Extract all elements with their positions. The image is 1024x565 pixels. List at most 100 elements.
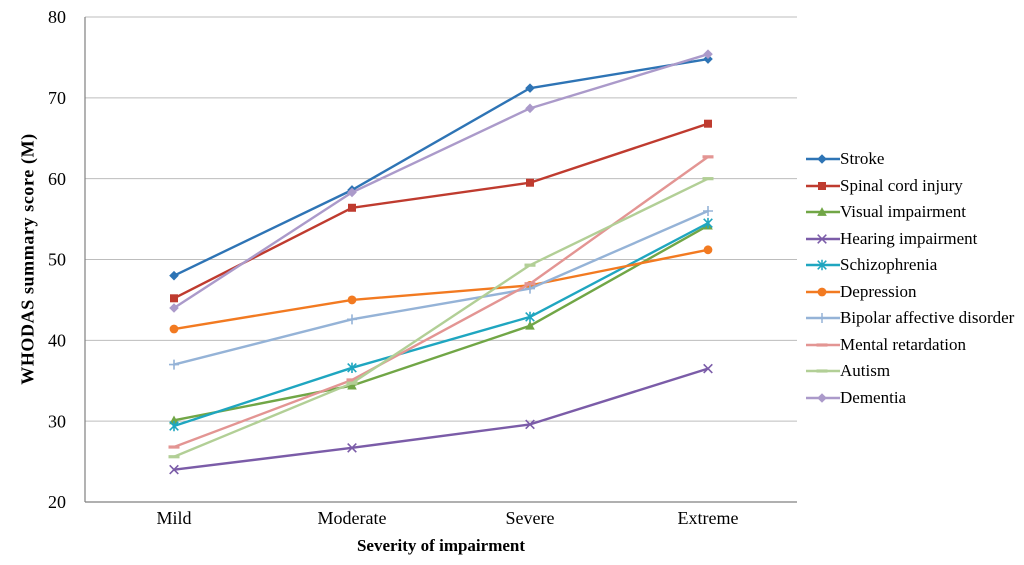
series-line — [172, 221, 710, 428]
legend-marker-diamond-icon — [806, 392, 840, 403]
series-line — [172, 209, 710, 366]
legend-marker-x-icon — [806, 233, 840, 244]
legend-marker-star-icon — [806, 260, 840, 271]
marker-plus — [347, 314, 357, 325]
marker-star — [347, 362, 357, 374]
x-tick-label: Severe — [506, 508, 555, 528]
marker-dash — [702, 177, 714, 181]
y-tick-label: 80 — [48, 7, 66, 27]
legend-item-spinal-cord-injury: Spinal cord injury — [806, 173, 1014, 200]
legend-marker-circle-icon — [806, 287, 840, 297]
marker-diamond — [347, 187, 357, 198]
legend-label: Depression — [840, 281, 917, 301]
legend-label: Dementia — [840, 387, 907, 407]
legend-item-schizophrenia: Schizophrenia — [806, 252, 1014, 279]
legend-marker-square-icon — [806, 181, 840, 190]
y-axis-title: WHODAS summary score (M) — [17, 133, 38, 385]
marker-circle — [817, 287, 827, 297]
marker-diamond — [169, 270, 179, 281]
x-tick-label: Mild — [156, 508, 191, 528]
marker-diamond — [817, 392, 827, 403]
marker-plus — [703, 206, 713, 216]
legend-label: Spinal cord injury — [840, 175, 963, 195]
y-tick-label: 20 — [48, 492, 66, 512]
marker-diamond — [703, 54, 713, 64]
marker-dash — [346, 378, 358, 382]
marker-star — [169, 420, 179, 432]
legend-marker-dash-icon — [806, 369, 840, 373]
legend-label: Hearing impairment — [840, 228, 978, 248]
marker-x — [817, 233, 827, 244]
legend-marker-triangle-icon — [806, 207, 840, 217]
marker-plus — [817, 313, 827, 324]
legend-marker-dash-icon — [806, 343, 840, 347]
legend-item-autism: Autism — [806, 358, 1014, 385]
marker-dash — [816, 343, 828, 347]
series-line — [172, 155, 710, 449]
marker-diamond — [525, 103, 535, 114]
series-line — [172, 57, 710, 277]
series-line — [172, 248, 710, 331]
marker-diamond — [525, 83, 535, 93]
series-line — [172, 52, 710, 310]
y-tick-label: 30 — [48, 411, 66, 431]
legend-item-dementia: Dementia — [806, 385, 1014, 412]
marker-x — [169, 464, 179, 475]
legend-item-mental-retardation: Mental retardation — [806, 332, 1014, 359]
marker-square — [818, 181, 826, 190]
y-tick-label: 50 — [48, 250, 66, 270]
x-tick-label: Moderate — [318, 508, 387, 528]
legend-label: Autism — [840, 361, 891, 381]
legend-marker-plus-icon — [806, 313, 840, 324]
marker-dash — [346, 381, 358, 385]
legend-label: Stroke — [840, 149, 885, 169]
marker-star — [525, 311, 535, 323]
legend-label: Bipolar affective disorder — [840, 308, 1015, 328]
marker-dash — [168, 445, 180, 449]
marker-dash — [524, 282, 536, 286]
marker-dash — [702, 155, 714, 159]
series-line — [172, 177, 710, 458]
series-line — [172, 367, 710, 471]
x-tick-label: Extreme — [678, 508, 739, 528]
marker-plus — [169, 359, 179, 370]
marker-diamond — [817, 154, 827, 165]
marker-circle — [703, 245, 713, 255]
marker-x — [347, 442, 357, 453]
marker-square — [348, 203, 356, 212]
x-axis-title: Severity of impairment — [356, 536, 526, 555]
marker-triangle — [817, 207, 827, 217]
marker-square — [526, 178, 534, 187]
legend-marker-diamond-icon — [806, 154, 840, 165]
legend-item-stroke: Stroke — [806, 146, 1014, 173]
marker-dash — [168, 455, 180, 459]
marker-x — [703, 363, 713, 374]
legend-label: Schizophrenia — [840, 255, 938, 275]
marker-circle — [169, 324, 179, 334]
marker-diamond — [703, 49, 713, 59]
marker-circle — [347, 295, 357, 305]
series-line — [172, 122, 710, 300]
legend-item-visual-impairment: Visual impairment — [806, 199, 1014, 226]
marker-x — [525, 419, 535, 430]
marker-triangle — [169, 415, 179, 425]
legend-item-hearing-impairment: Hearing impairment — [806, 226, 1014, 253]
marker-dash — [524, 263, 536, 267]
marker-triangle — [525, 320, 535, 330]
legend-item-bipolar-affective-disorder: Bipolar affective disorder — [806, 305, 1014, 332]
legend-label: Visual impairment — [840, 202, 966, 222]
marker-diamond — [169, 303, 179, 313]
marker-square — [170, 294, 178, 303]
marker-square — [704, 119, 712, 128]
marker-dash — [816, 369, 828, 373]
series-line — [172, 224, 710, 422]
legend-label: Mental retardation — [840, 334, 967, 354]
y-tick-label: 60 — [48, 169, 66, 189]
legend-item-depression: Depression — [806, 279, 1014, 306]
marker-triangle — [347, 380, 357, 390]
marker-star — [703, 217, 713, 229]
y-tick-label: 40 — [48, 331, 66, 351]
legend: Stroke Spinal cord injury Visual impairmen… — [806, 146, 1014, 411]
